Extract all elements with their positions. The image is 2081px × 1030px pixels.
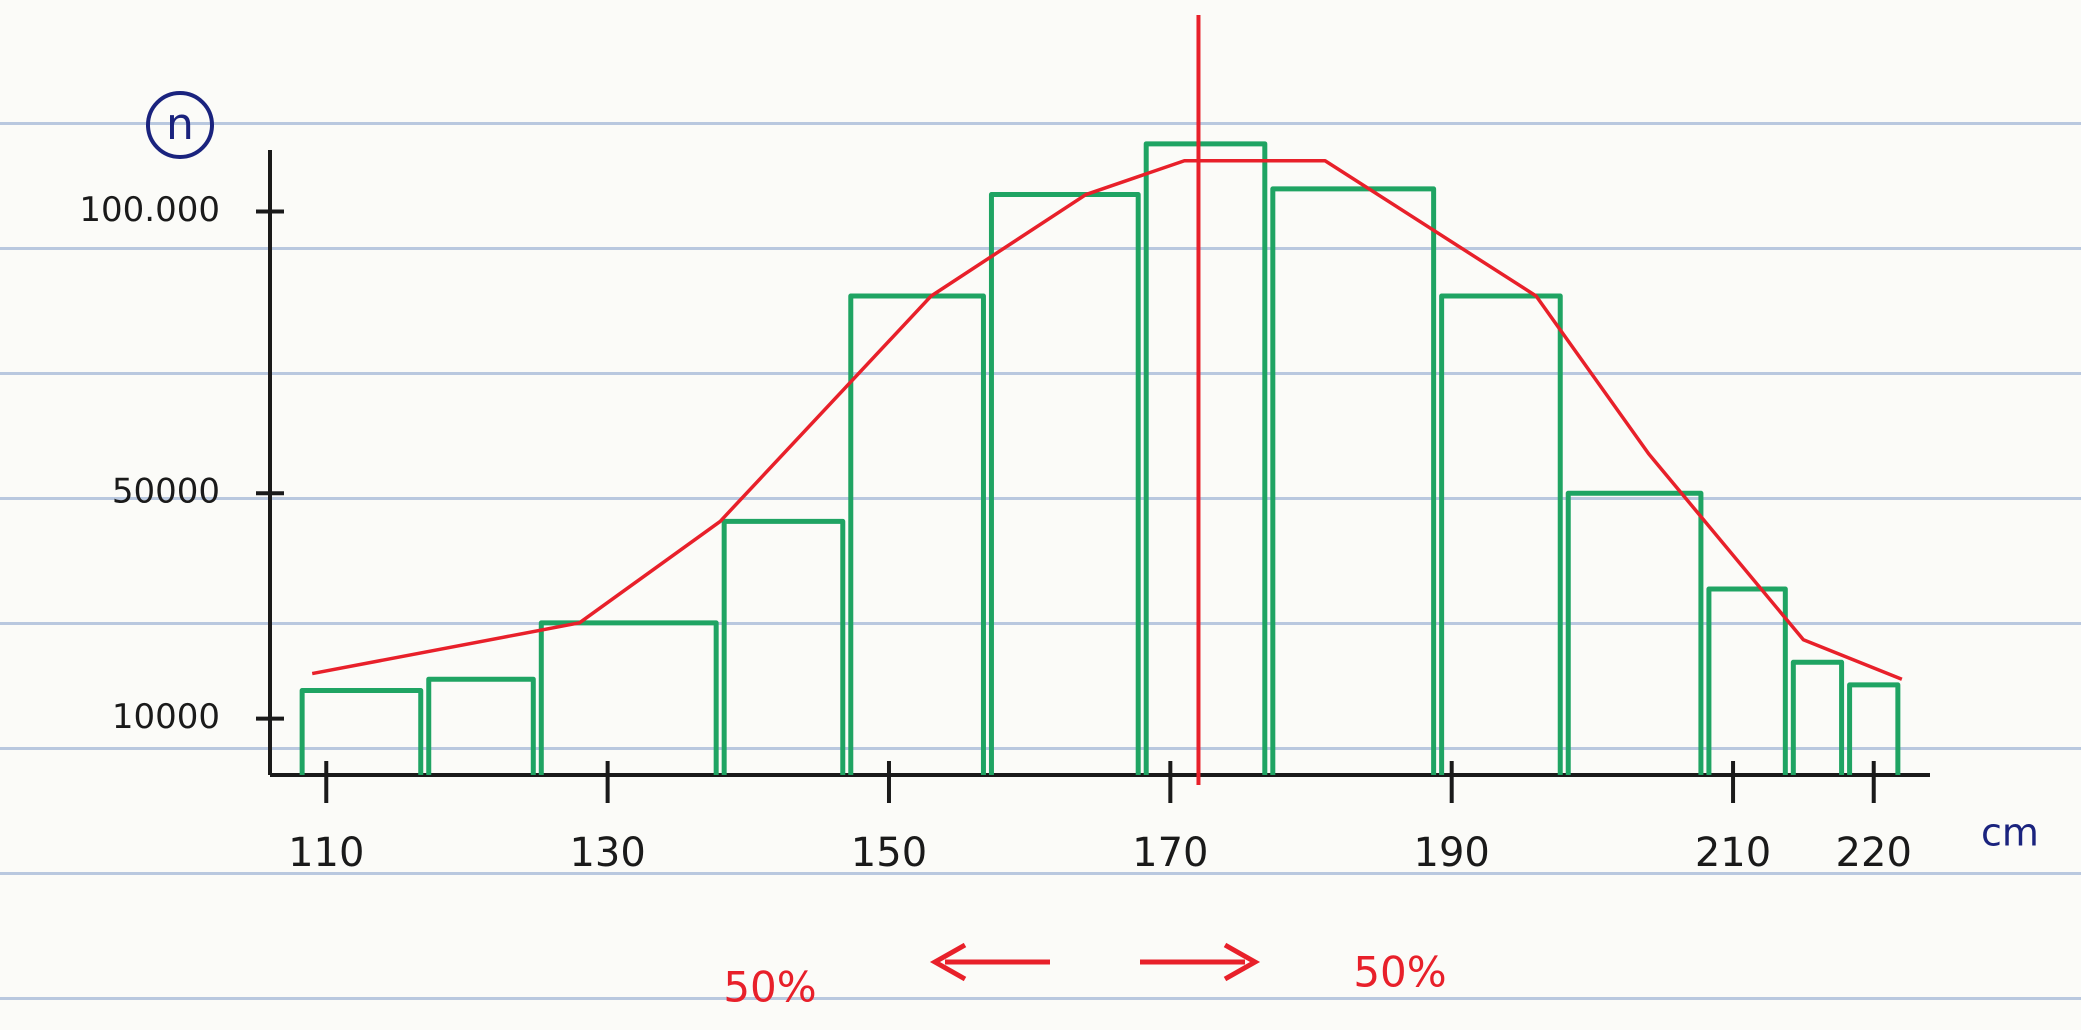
bar bbox=[1442, 296, 1561, 775]
x-tick-label: 130 bbox=[569, 830, 645, 876]
x-tick-label: 190 bbox=[1414, 830, 1490, 876]
arrow-left bbox=[935, 945, 1050, 979]
x-tick-label: 110 bbox=[288, 830, 364, 876]
bar bbox=[1568, 493, 1701, 775]
y-axis-label: n bbox=[166, 99, 194, 150]
x-tick-label: 220 bbox=[1836, 830, 1912, 876]
bar bbox=[302, 690, 421, 775]
x-tick-label: 210 bbox=[1695, 830, 1771, 876]
x-tick-label: 170 bbox=[1132, 830, 1208, 876]
bar bbox=[1709, 589, 1785, 775]
chart: n cm 50% 50% 100.000 50000 10000 110 130 150 1… bbox=[0, 0, 2081, 1030]
y-tick-label: 50000 bbox=[112, 472, 220, 512]
x-tick-label: 150 bbox=[851, 830, 927, 876]
page: n cm 50% 50% 100.000 50000 10000 110 130 150 1… bbox=[0, 0, 2081, 1030]
annotation: 50% bbox=[1353, 948, 1446, 997]
bar bbox=[724, 521, 843, 775]
bar bbox=[541, 623, 716, 775]
bar bbox=[991, 195, 1138, 775]
y-tick-label: 10000 bbox=[112, 697, 220, 737]
bar bbox=[1273, 189, 1434, 775]
bar bbox=[429, 679, 534, 775]
annotation: 50% bbox=[723, 963, 816, 1012]
x-axis-label: cm bbox=[1981, 811, 2039, 855]
arrow-right bbox=[1140, 945, 1255, 979]
bar bbox=[851, 296, 984, 775]
y-tick-label: 100.000 bbox=[79, 190, 220, 230]
curve bbox=[312, 161, 1902, 679]
bar bbox=[1146, 144, 1265, 775]
bar bbox=[1793, 662, 1841, 775]
